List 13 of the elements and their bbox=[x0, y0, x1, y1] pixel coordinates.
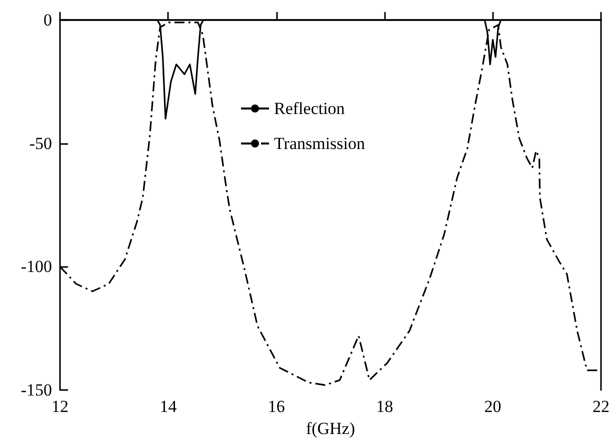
y-tick-label: -50 bbox=[29, 134, 52, 153]
x-tick-label: 12 bbox=[52, 397, 68, 416]
x-axis-title: f(GHz) bbox=[306, 419, 356, 438]
y-tick-label: -150 bbox=[20, 380, 52, 400]
x-tick-label: 16 bbox=[268, 397, 285, 416]
legend-label: Transmission bbox=[274, 134, 366, 153]
y-tick-label: -100 bbox=[20, 257, 52, 276]
x-tick-label: 14 bbox=[160, 397, 178, 416]
x-tick-label: 18 bbox=[376, 397, 394, 416]
legend-label: Reflection bbox=[274, 99, 346, 118]
x-tick-label: 20 bbox=[484, 397, 502, 416]
y-tick-label: 0 bbox=[44, 10, 52, 30]
x-tick-label: 22 bbox=[592, 397, 610, 416]
